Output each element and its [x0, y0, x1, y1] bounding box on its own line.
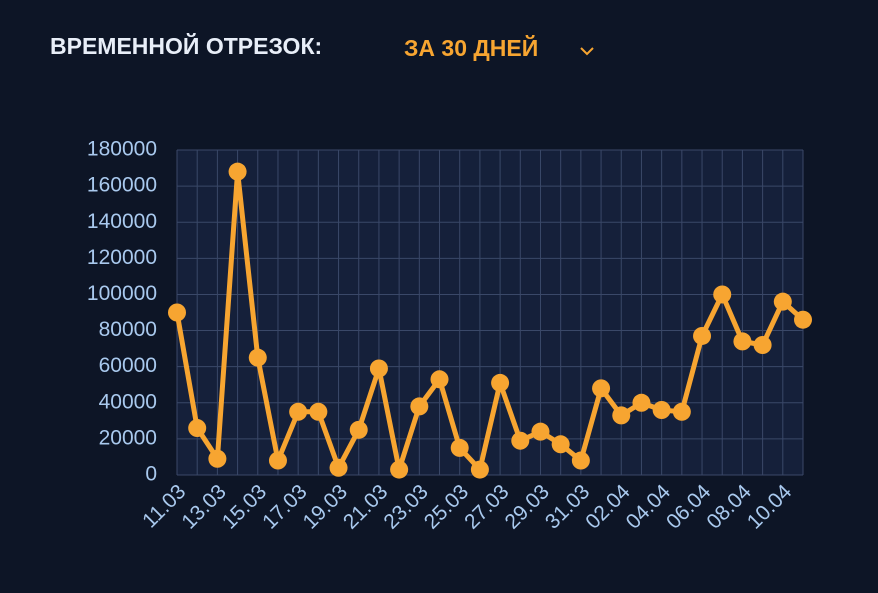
point: [430, 370, 449, 389]
point: [248, 348, 267, 367]
point: [794, 310, 812, 329]
y-tick-label: 180000: [87, 138, 157, 161]
point: [551, 435, 570, 454]
point: [531, 422, 550, 441]
point: [268, 451, 287, 470]
point: [773, 292, 792, 311]
point: [309, 402, 328, 421]
point: [369, 359, 388, 378]
point: [491, 373, 510, 392]
point: [349, 420, 368, 439]
chart-title: ВРЕМЕННОЙ ОТРЕЗОК:: [50, 32, 322, 59]
y-tick-label: 20000: [99, 426, 157, 449]
point: [753, 336, 772, 354]
point: [450, 438, 469, 457]
point: [289, 402, 308, 421]
point: [511, 431, 530, 450]
plot-area: 0 20000 40000 60000 80000 100000 120000 140000 1…: [87, 138, 812, 534]
dropdown-chevron[interactable]: [580, 47, 594, 56]
y-tick-label: 60000: [99, 354, 157, 377]
y-tick-label: 40000: [99, 390, 157, 413]
period-selector[interactable]: ЗА 30 ДНЕЙ: [404, 34, 538, 61]
point: [693, 326, 712, 345]
point: [470, 460, 489, 479]
point: [228, 162, 247, 181]
y-tick-label: 80000: [99, 318, 157, 341]
y-tick-label: 120000: [87, 246, 157, 269]
point: [329, 458, 348, 477]
y-tick-label: 0: [145, 463, 157, 486]
point: [390, 460, 409, 479]
point: [713, 285, 732, 304]
point: [208, 449, 227, 468]
point: [188, 419, 207, 438]
point: [571, 451, 590, 470]
y-tick-label: 140000: [87, 210, 157, 233]
y-tick-label: 100000: [87, 282, 157, 305]
point: [733, 332, 752, 351]
point: [632, 393, 651, 412]
y-tick-label: 160000: [87, 174, 157, 197]
point: [672, 402, 691, 421]
point: [612, 406, 631, 425]
point: [168, 303, 186, 322]
point: [410, 397, 429, 416]
point: [592, 379, 611, 398]
point: [652, 401, 671, 419]
